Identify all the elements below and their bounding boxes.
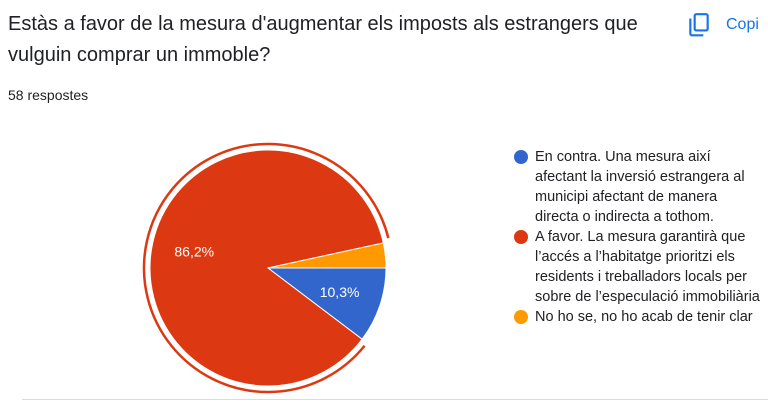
slice-percent-label-1: 86,2% xyxy=(174,244,214,260)
legend-label-1: A favor. La mesura garantirà que l’accés… xyxy=(535,229,760,305)
pie-slice-2[interactable] xyxy=(267,242,387,269)
copy-icon xyxy=(689,13,709,37)
pie-slice-highlight xyxy=(142,142,390,394)
pie-slice-0[interactable] xyxy=(266,267,387,340)
legend-swatch-1 xyxy=(514,230,528,244)
chart-legend: En contra. Una mesura així afectant la i… xyxy=(514,147,764,327)
legend-item-0[interactable]: En contra. Una mesura així afectant la i… xyxy=(514,147,764,227)
legend-item-1[interactable]: A favor. La mesura garantirà que l’accés… xyxy=(514,227,764,307)
divider xyxy=(22,399,768,400)
legend-swatch-2 xyxy=(514,310,528,324)
legend-label-2: No ho se, no ho acab de tenir clar xyxy=(535,309,753,325)
copy-button[interactable]: Copi xyxy=(686,10,759,40)
pie-chart: 10,3% 86,2% xyxy=(142,142,390,394)
question-title: Estàs a favor de la mesura d'augmentar e… xyxy=(8,13,638,66)
pie-slice-1[interactable] xyxy=(149,149,384,387)
legend-label-0: En contra. Una mesura així afectant la i… xyxy=(535,149,745,225)
legend-swatch-0 xyxy=(514,150,528,164)
legend-item-2[interactable]: No ho se, no ho acab de tenir clar xyxy=(514,307,764,327)
response-count: 58 respostes xyxy=(8,87,89,103)
slice-percent-label-0: 10,3% xyxy=(320,284,360,300)
copy-button-label: Copi xyxy=(726,16,759,33)
